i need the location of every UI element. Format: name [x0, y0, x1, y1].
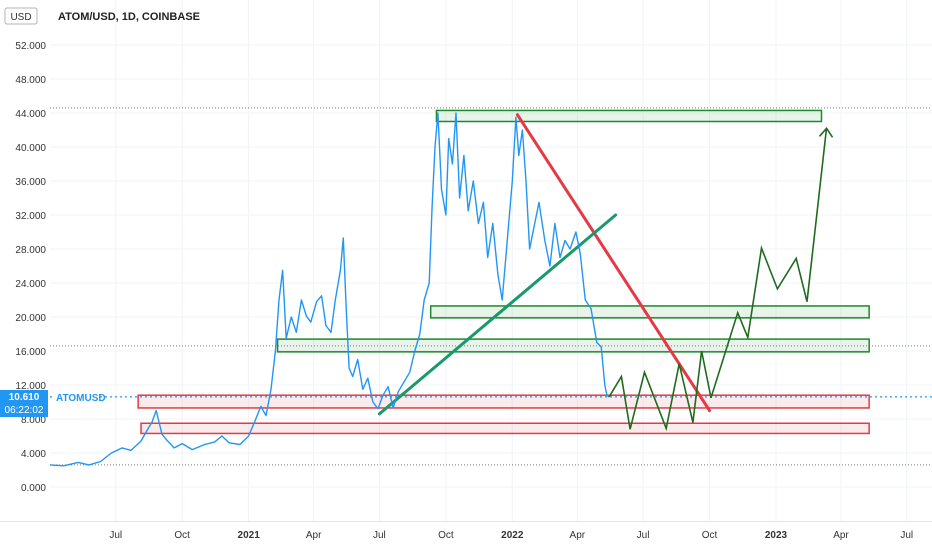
- y-tick-label: 16.000: [15, 347, 46, 358]
- x-tick-label: Oct: [702, 530, 718, 541]
- projected-path[interactable]: [608, 128, 828, 432]
- y-tick-label: 8.000: [21, 415, 46, 426]
- currency-badge[interactable]: [4, 7, 38, 25]
- horizontal-levels: [50, 107, 932, 466]
- x-tick-label: Jul: [109, 530, 122, 541]
- y-tick-label: 20.000: [15, 313, 46, 324]
- y-tick-label: 0.000: [21, 483, 46, 494]
- y-tick-label: 32.000: [15, 211, 46, 222]
- x-tick-label: 2023: [765, 530, 788, 541]
- zones: [137, 109, 870, 435]
- y-tick-label: 4.000: [21, 449, 46, 460]
- price-label-countdown: 06:22:02: [5, 405, 44, 416]
- symbol-label-bg: [52, 390, 100, 404]
- y-axis[interactable]: 52.000 48.000 44.000 40.000 36.000 32.000 28.0…: [15, 41, 46, 494]
- x-tick-label: Apr: [833, 530, 849, 541]
- y-tick-label: 28.000: [15, 245, 46, 256]
- x-tick-label: Apr: [570, 530, 586, 541]
- y-tick-label: 52.000: [15, 41, 46, 52]
- y-tick-label: 44.000: [15, 109, 46, 120]
- descending-trendline[interactable]: [515, 113, 712, 412]
- x-tick-label: Apr: [306, 530, 322, 541]
- y-tick-label: 48.000: [15, 75, 46, 86]
- x-tick-label: Jul: [637, 530, 650, 541]
- series-line-ATOMUSD[interactable]: [49, 112, 610, 467]
- current-price-label: 10.610 06:22:02 ATOMUSD: [0, 390, 106, 417]
- price-series: [49, 112, 610, 467]
- x-tick-label: 2022: [501, 530, 524, 541]
- zone-resistance-low[interactable]: [276, 338, 870, 353]
- chart-title: ATOM/USD, 1D, COINBASE: [58, 11, 200, 23]
- chart-header: USD ATOM/USD, 1D, COINBASE: [4, 7, 200, 25]
- projection: [608, 126, 834, 432]
- y-tick-label: 24.000: [15, 279, 46, 290]
- y-tick-label: 36.000: [15, 177, 46, 188]
- x-tick-label: Oct: [438, 530, 454, 541]
- y-tick-label: 12.000: [15, 381, 46, 392]
- price-label-bg: [0, 390, 48, 417]
- x-tick-label: 2021: [238, 530, 261, 541]
- symbol-label: ATOMUSD: [56, 393, 106, 404]
- zone-support-lower[interactable]: [140, 422, 870, 435]
- trendlines: [377, 113, 712, 416]
- currency-badge-label: USD: [10, 12, 31, 23]
- x-tick-label: Oct: [174, 530, 190, 541]
- price-label-value: 10.610: [9, 392, 40, 403]
- x-axis[interactable]: Jul Oct 2021 Apr Jul Oct 2022 Apr Jul Oct 2023 Apr J…: [109, 530, 913, 541]
- ascending-trendline[interactable]: [377, 213, 618, 416]
- x-tick-label: Jul: [900, 530, 913, 541]
- zone-support-upper[interactable]: [137, 394, 870, 409]
- y-tick-label: 40.000: [15, 143, 46, 154]
- zone-resistance-top[interactable]: [435, 109, 823, 123]
- projection-arrowhead: [818, 126, 834, 138]
- x-tick-label: Jul: [373, 530, 386, 541]
